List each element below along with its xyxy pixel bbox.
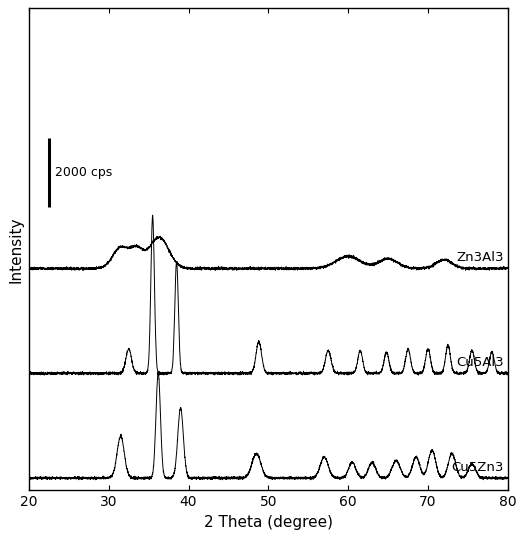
Text: Cu5Al3: Cu5Al3 bbox=[456, 356, 504, 369]
Y-axis label: Intensity: Intensity bbox=[8, 216, 23, 282]
Text: 2000 cps: 2000 cps bbox=[55, 166, 112, 179]
X-axis label: 2 Theta (degree): 2 Theta (degree) bbox=[204, 515, 333, 530]
Text: Cu5Zn3: Cu5Zn3 bbox=[452, 461, 504, 474]
Text: Zn3Al3: Zn3Al3 bbox=[456, 251, 504, 264]
